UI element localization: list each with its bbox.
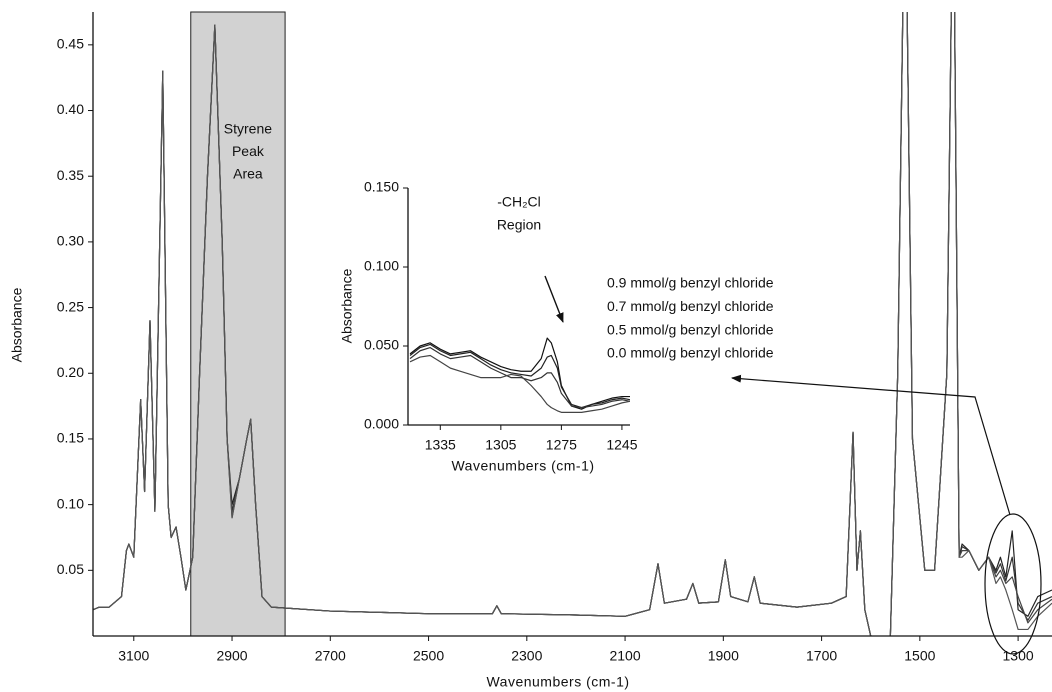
legend-label: 0.9 mmol/g benzyl chloride	[607, 275, 774, 291]
spectrum-line	[409, 354, 630, 413]
spectrum-line	[93, 12, 1052, 636]
y-tick-label: 0.100	[364, 258, 399, 274]
x-tick-label: 2900	[216, 648, 247, 664]
x-tick-label: 1245	[606, 437, 637, 453]
y-tick-label: 0.40	[57, 101, 84, 117]
x-tick-label: 2500	[413, 648, 444, 664]
y-axis-title: Absorbance	[9, 287, 25, 362]
y-tick-label: 0.050	[364, 337, 399, 353]
annotation: -CH₂Cl	[497, 194, 541, 210]
region-label: Area	[233, 166, 263, 182]
y-tick-label: 0.150	[364, 179, 399, 195]
x-tick-label: 1300	[1003, 648, 1034, 664]
y-tick-label: 0.30	[57, 233, 84, 249]
highlight-ellipse	[984, 513, 1042, 655]
legend-label: 0.5 mmol/g benzyl chloride	[607, 321, 774, 337]
y-tick-label: 0.15	[57, 430, 84, 446]
x-axis-title: Wavenumbers (cm-1)	[451, 458, 594, 474]
x-tick-label: 1500	[904, 648, 935, 664]
x-tick-label: 2100	[609, 648, 640, 664]
y-tick-label: 0.45	[57, 36, 84, 52]
x-tick-label: 1275	[546, 437, 577, 453]
y-tick-label: 0.20	[57, 364, 84, 380]
spectrum-line	[409, 343, 630, 409]
callout-arrow	[731, 374, 1011, 516]
annotation: Region	[497, 217, 541, 233]
y-tick-label: 0.10	[57, 495, 84, 511]
x-tick-label: 1700	[806, 648, 837, 664]
x-axis-title: Wavenumbers (cm-1)	[486, 674, 629, 690]
x-tick-label: 1335	[425, 437, 456, 453]
y-tick-label: 0.35	[57, 167, 84, 183]
region-label: Styrene	[224, 121, 272, 137]
x-tick-label: 2700	[315, 648, 346, 664]
y-tick-label: 0.05	[57, 561, 84, 577]
x-tick-label: 1900	[708, 648, 739, 664]
x-tick-label: 1305	[485, 437, 516, 453]
shaded-region	[190, 11, 286, 637]
y-tick-label: 0.000	[364, 416, 399, 432]
legend-label: 0.0 mmol/g benzyl chloride	[607, 345, 774, 361]
inset-arrow	[544, 275, 564, 323]
y-axis-title: Absorbance	[339, 268, 355, 343]
y-tick-label: 0.25	[57, 298, 84, 314]
region-label: Peak	[232, 143, 265, 159]
plot-layers: Styrene Peak Area 0.05 0.10 0.15 0.20 0.25 0.30 0…	[9, 11, 1052, 690]
x-tick-label: 3100	[118, 648, 149, 664]
legend-label: 0.7 mmol/g benzyl chloride	[607, 298, 774, 314]
spectrum-line	[409, 337, 630, 410]
spectrum-line	[409, 346, 630, 409]
x-tick-label: 2300	[511, 648, 542, 664]
